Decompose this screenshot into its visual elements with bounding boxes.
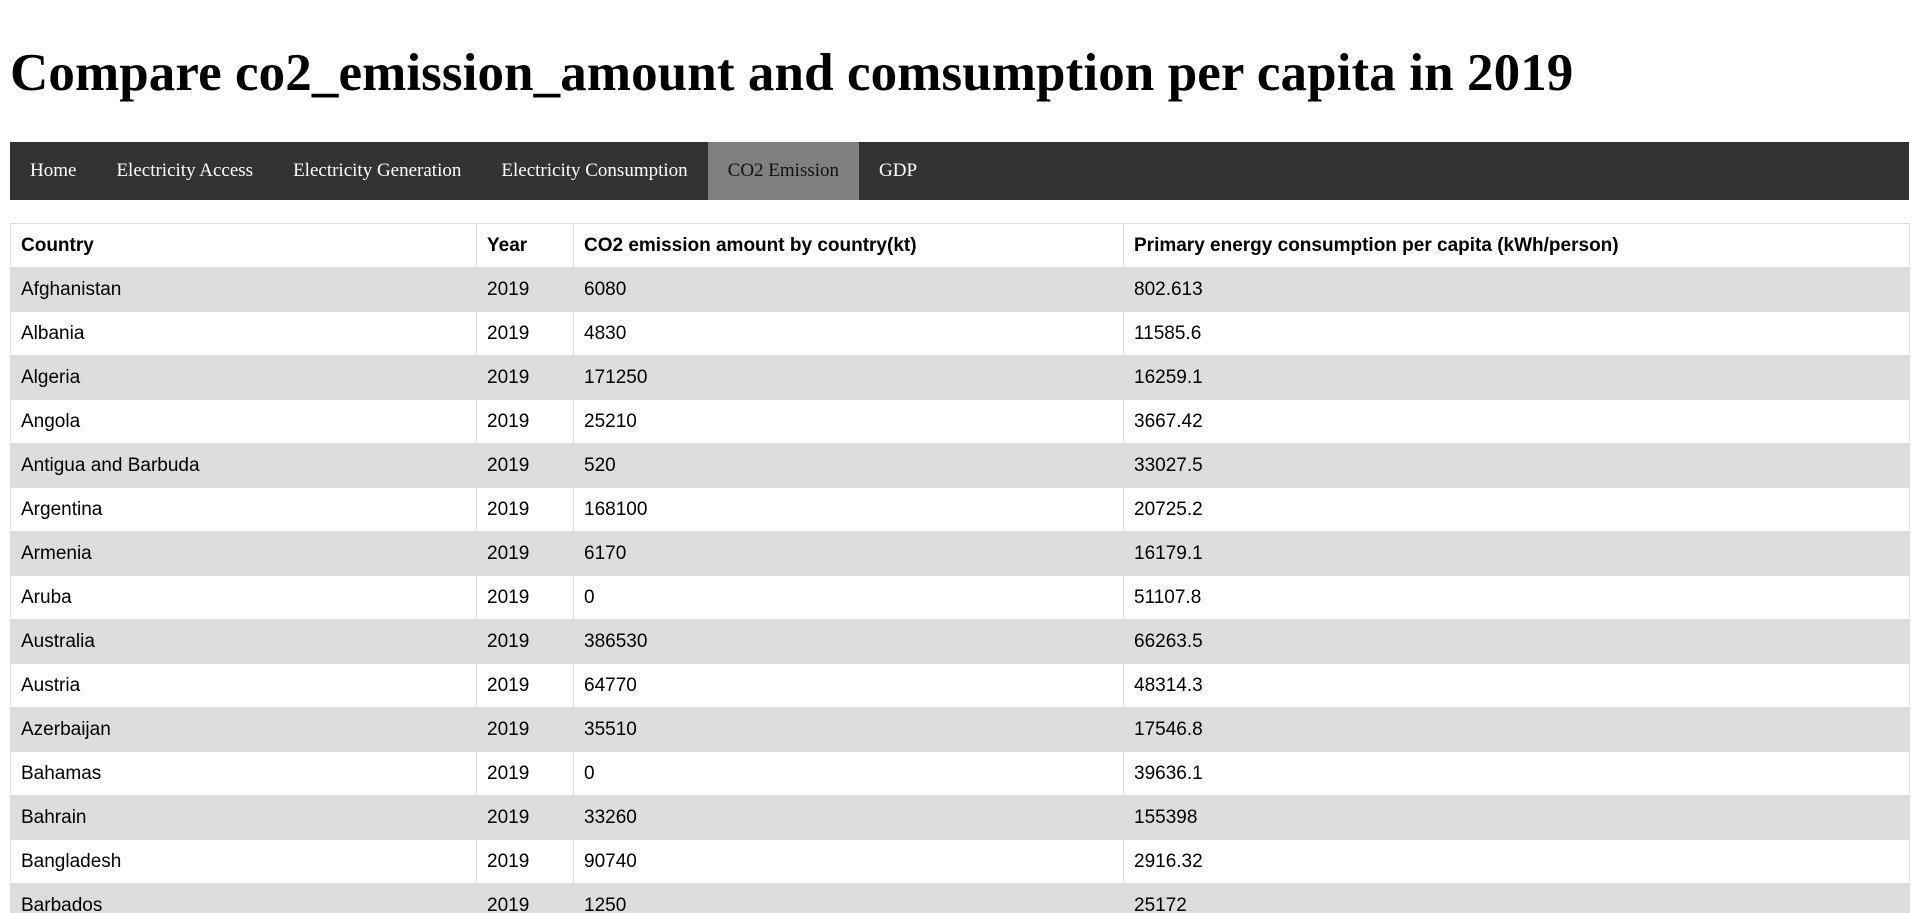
cell-co2-emission: 33260 — [573, 795, 1124, 840]
cell-year: 2019 — [476, 355, 574, 400]
table-row: Algeria 2019 171250 16259.1 — [10, 355, 1910, 400]
cell-country: Armenia — [10, 531, 477, 576]
cell-country: Albania — [10, 311, 477, 356]
cell-co2-emission: 4830 — [573, 311, 1124, 356]
nav-item-electricity-access[interactable]: Electricity Access — [116, 160, 254, 181]
cell-co2-emission: 0 — [573, 751, 1124, 796]
cell-year: 2019 — [476, 267, 574, 312]
page-title: Compare co2_emission_amount and comsumpt… — [10, 44, 1574, 102]
table-row: Argentina 2019 168100 20725.2 — [10, 487, 1910, 532]
cell-co2-emission: 35510 — [573, 707, 1124, 752]
cell-co2-emission: 6080 — [573, 267, 1124, 312]
table-body: Afghanistan 2019 6080 802.613 Albania 2019 483… — [10, 267, 1910, 913]
cell-energy-consumption: 3667.42 — [1123, 399, 1910, 444]
data-table: Country Year CO2 emission amount by coun… — [10, 223, 1910, 913]
cell-energy-consumption: 25172 — [1123, 883, 1910, 913]
nav-item-electricity-consumption[interactable]: Electricity Consumption — [501, 160, 688, 181]
cell-year: 2019 — [476, 311, 574, 356]
header-year: Year — [476, 223, 574, 268]
cell-year: 2019 — [476, 751, 574, 796]
cell-energy-consumption: 48314.3 — [1123, 663, 1910, 708]
cell-co2-emission: 25210 — [573, 399, 1124, 444]
cell-country: Antigua and Barbuda — [10, 443, 477, 488]
cell-energy-consumption: 16259.1 — [1123, 355, 1910, 400]
table-row: Bangladesh 2019 90740 2916.32 — [10, 839, 1910, 884]
cell-year: 2019 — [476, 443, 574, 488]
cell-co2-emission: 0 — [573, 575, 1124, 620]
cell-co2-emission: 520 — [573, 443, 1124, 488]
nav-item-gdp[interactable]: GDP — [879, 160, 918, 181]
cell-year: 2019 — [476, 839, 574, 884]
cell-year: 2019 — [476, 487, 574, 532]
cell-year: 2019 — [476, 619, 574, 664]
cell-year: 2019 — [476, 883, 574, 913]
table-row: Australia 2019 386530 66263.5 — [10, 619, 1910, 664]
cell-energy-consumption: 39636.1 — [1123, 751, 1910, 796]
cell-energy-consumption: 66263.5 — [1123, 619, 1910, 664]
cell-country: Azerbaijan — [10, 707, 477, 752]
cell-country: Australia — [10, 619, 477, 664]
cell-co2-emission: 90740 — [573, 839, 1124, 884]
cell-country: Aruba — [10, 575, 477, 620]
table-row: Azerbaijan 2019 35510 17546.8 — [10, 707, 1910, 752]
cell-co2-emission: 1250 — [573, 883, 1124, 913]
cell-year: 2019 — [476, 575, 574, 620]
cell-year: 2019 — [476, 795, 574, 840]
cell-country: Bahrain — [10, 795, 477, 840]
nav-item-co2-emission[interactable]: CO2 Emission — [707, 142, 860, 200]
cell-energy-consumption: 17546.8 — [1123, 707, 1910, 752]
table-row: Austria 2019 64770 48314.3 — [10, 663, 1910, 708]
table-row: Barbados 2019 1250 25172 — [10, 883, 1910, 913]
table-row: Angola 2019 25210 3667.42 — [10, 399, 1910, 444]
cell-energy-consumption: 20725.2 — [1123, 487, 1910, 532]
cell-year: 2019 — [476, 707, 574, 752]
cell-energy-consumption: 33027.5 — [1123, 443, 1910, 488]
cell-co2-emission: 64770 — [573, 663, 1124, 708]
cell-energy-consumption: 2916.32 — [1123, 839, 1910, 884]
nav-item-home[interactable]: Home — [30, 160, 77, 181]
cell-co2-emission: 171250 — [573, 355, 1124, 400]
table-header: Country Year CO2 emission amount by coun… — [10, 223, 1910, 268]
cell-energy-consumption: 155398 — [1123, 795, 1910, 840]
cell-energy-consumption: 51107.8 — [1123, 575, 1910, 620]
cell-co2-emission: 6170 — [573, 531, 1124, 576]
cell-co2-emission: 386530 — [573, 619, 1124, 664]
header-co2-emission: CO2 emission amount by country(kt) — [573, 223, 1124, 268]
table-row: Armenia 2019 6170 16179.1 — [10, 531, 1910, 576]
cell-country: Bahamas — [10, 751, 477, 796]
cell-country: Bangladesh — [10, 839, 477, 884]
table-row: Afghanistan 2019 6080 802.613 — [10, 267, 1910, 312]
cell-year: 2019 — [476, 531, 574, 576]
top-nav: Home Electricity Access Electricity Genera… — [10, 142, 1909, 200]
data-table-container: Country Year CO2 emission amount by coun… — [10, 223, 1910, 913]
cell-energy-consumption: 16179.1 — [1123, 531, 1910, 576]
table-header-row: Country Year CO2 emission amount by coun… — [10, 223, 1910, 268]
cell-energy-consumption: 802.613 — [1123, 267, 1910, 312]
cell-country: Barbados — [10, 883, 477, 913]
table-row: Bahrain 2019 33260 155398 — [10, 795, 1910, 840]
cell-year: 2019 — [476, 663, 574, 708]
cell-country: Afghanistan — [10, 267, 477, 312]
header-energy-consumption: Primary energy consumption per capita (k… — [1123, 223, 1910, 268]
cell-energy-consumption: 11585.6 — [1123, 311, 1910, 356]
cell-country: Austria — [10, 663, 477, 708]
table-row: Bahamas 2019 0 39636.1 — [10, 751, 1910, 796]
cell-country: Angola — [10, 399, 477, 444]
nav-item-electricity-generation[interactable]: Electricity Generation — [293, 160, 462, 181]
cell-year: 2019 — [476, 399, 574, 444]
table-row: Albania 2019 4830 11585.6 — [10, 311, 1910, 356]
cell-country: Argentina — [10, 487, 477, 532]
table-row: Antigua and Barbuda 2019 520 33027.5 — [10, 443, 1910, 488]
cell-co2-emission: 168100 — [573, 487, 1124, 532]
header-country: Country — [10, 223, 477, 268]
cell-country: Algeria — [10, 355, 477, 400]
table-row: Aruba 2019 0 51107.8 — [10, 575, 1910, 620]
